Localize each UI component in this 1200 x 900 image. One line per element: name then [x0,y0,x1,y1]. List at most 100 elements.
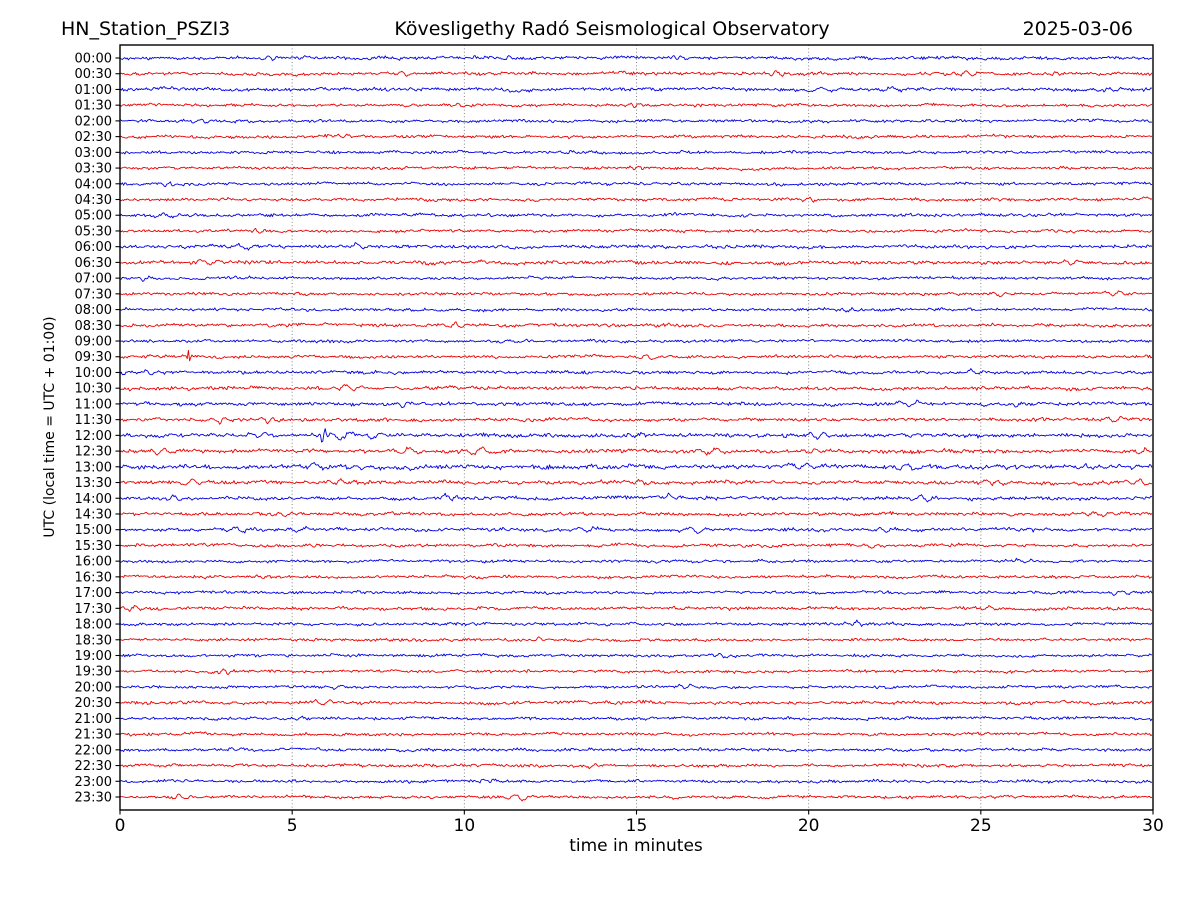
x-tick-label: 30 [1142,816,1164,836]
seismogram-trace-0230 [119,133,1153,140]
trace-time-label: 13:00 [75,460,112,475]
seismogram-trace-0100 [119,86,1153,93]
plot-frame [119,44,1154,811]
trace-time-label: 21:30 [75,728,112,743]
trace-time-label: 17:00 [75,586,112,601]
seismogram-trace-0830 [119,321,1153,328]
x-tick-label: 25 [970,816,992,836]
seismogram-trace-1230 [119,446,1153,456]
trace-time-label: 12:00 [75,429,112,444]
x-tick-label: 15 [626,816,648,836]
seismogram-trace-0600 [119,242,1153,251]
seismogram-trace-1330 [119,478,1153,487]
seismogram-trace-2000 [119,683,1153,690]
seismogram-trace-0730 [119,290,1153,298]
seismogram-trace-2100 [119,715,1153,722]
trace-time-label: 06:30 [75,256,112,271]
trace-time-label: 10:00 [75,366,112,381]
seismogram-trace-1730 [119,604,1153,612]
seismogram-trace-2300 [119,778,1153,784]
seismogram-trace-0200 [119,118,1153,124]
seismogram-trace-0700 [119,275,1153,282]
trace-time-label: 14:30 [75,507,112,522]
seismogram-trace-1000 [119,368,1153,376]
trace-time-label: 18:00 [75,618,112,633]
seismogram-trace-1830 [119,636,1153,643]
seismogram-trace-1930 [119,668,1153,676]
trace-time-label: 07:30 [75,287,112,302]
trace-time-label: 10:30 [75,382,112,397]
trace-time-label: 14:00 [75,492,112,507]
seismogram-trace-1500 [119,525,1153,534]
seismogram-trace-2330 [119,793,1153,802]
seismogram-trace-2230 [119,763,1153,770]
trace-time-label: 01:30 [75,99,112,114]
trace-time-label: 15:30 [75,539,112,554]
seismogram-trace-1430 [119,511,1153,518]
seismogram-trace-0430 [119,196,1153,203]
trace-time-label: 03:30 [75,162,112,177]
seismogram-trace-0500 [119,212,1153,219]
seismogram-trace-0900 [119,338,1153,344]
x-tick-label: 20 [798,816,820,836]
seismogram-trace-0130 [119,102,1153,109]
trace-time-label: 08:00 [75,303,112,318]
seismogram-trace-0800 [119,306,1153,313]
trace-time-label: 00:30 [75,67,112,82]
trace-time-label: 16:30 [75,570,112,585]
trace-time-label: 23:00 [75,775,112,790]
seismogram-trace-1700 [119,589,1153,596]
observatory-title: Kövesligethy Radó Seismological Observat… [394,18,830,40]
x-tick-label: 10 [454,816,476,836]
trace-time-label: 00:00 [75,52,112,67]
trace-time-label: 23:30 [75,791,112,806]
trace-time-label: 18:30 [75,633,112,648]
x-axis-label: time in minutes [569,836,703,856]
trace-time-label: 11:00 [75,397,112,412]
trace-time-label: 05:30 [75,224,112,239]
trace-time-label: 08:30 [75,319,112,334]
trace-time-label: 20:30 [75,696,112,711]
trace-time-label: 16:00 [75,555,112,570]
trace-time-label: 21:00 [75,712,112,727]
seismogram-trace-1300 [119,462,1153,472]
seismogram-trace-1630 [119,574,1153,580]
trace-time-label: 19:00 [75,649,112,664]
trace-time-label: 02:00 [75,114,112,129]
trace-time-label: 17:30 [75,602,112,617]
trace-time-label: 13:30 [75,476,112,491]
trace-time-label: 19:30 [75,665,112,680]
trace-time-label: 22:30 [75,759,112,774]
trace-time-label: 15:00 [75,523,112,538]
seismogram-trace-1400 [119,492,1153,503]
x-tick-label: 5 [287,816,298,836]
trace-time-label: 09:00 [75,335,112,350]
seismogram-trace-0530 [119,227,1153,234]
seismogram-trace-2130 [119,731,1153,737]
date-title: 2025-03-06 [1022,18,1133,40]
seismogram-trace-0630 [119,259,1153,266]
seismogram-trace-0400 [119,181,1153,188]
trace-time-label: 20:00 [75,680,112,695]
trace-time-label: 12:30 [75,445,112,460]
trace-time-label: 09:30 [75,350,112,365]
seismogram-trace-1900 [119,652,1153,659]
trace-time-label: 04:00 [75,177,112,192]
x-tick-label: 0 [115,816,126,836]
seismogram-trace-1800 [119,619,1153,627]
station-title: HN_Station_PSZI3 [61,18,231,40]
seismogram-trace-1600 [119,557,1153,564]
seismogram-trace-2030 [119,698,1153,706]
seismogram-trace-1030 [119,384,1153,392]
seismogram-trace-1130 [119,415,1153,425]
seismogram-trace-0330 [119,165,1153,172]
trace-time-label: 05:00 [75,209,112,224]
trace-time-label: 01:00 [75,83,112,98]
trace-time-label: 07:00 [75,272,112,287]
trace-time-label: 04:30 [75,193,112,208]
seismogram-trace-1100 [119,399,1153,409]
seismogram-trace-0000 [119,55,1153,61]
trace-time-label: 06:00 [75,240,112,255]
